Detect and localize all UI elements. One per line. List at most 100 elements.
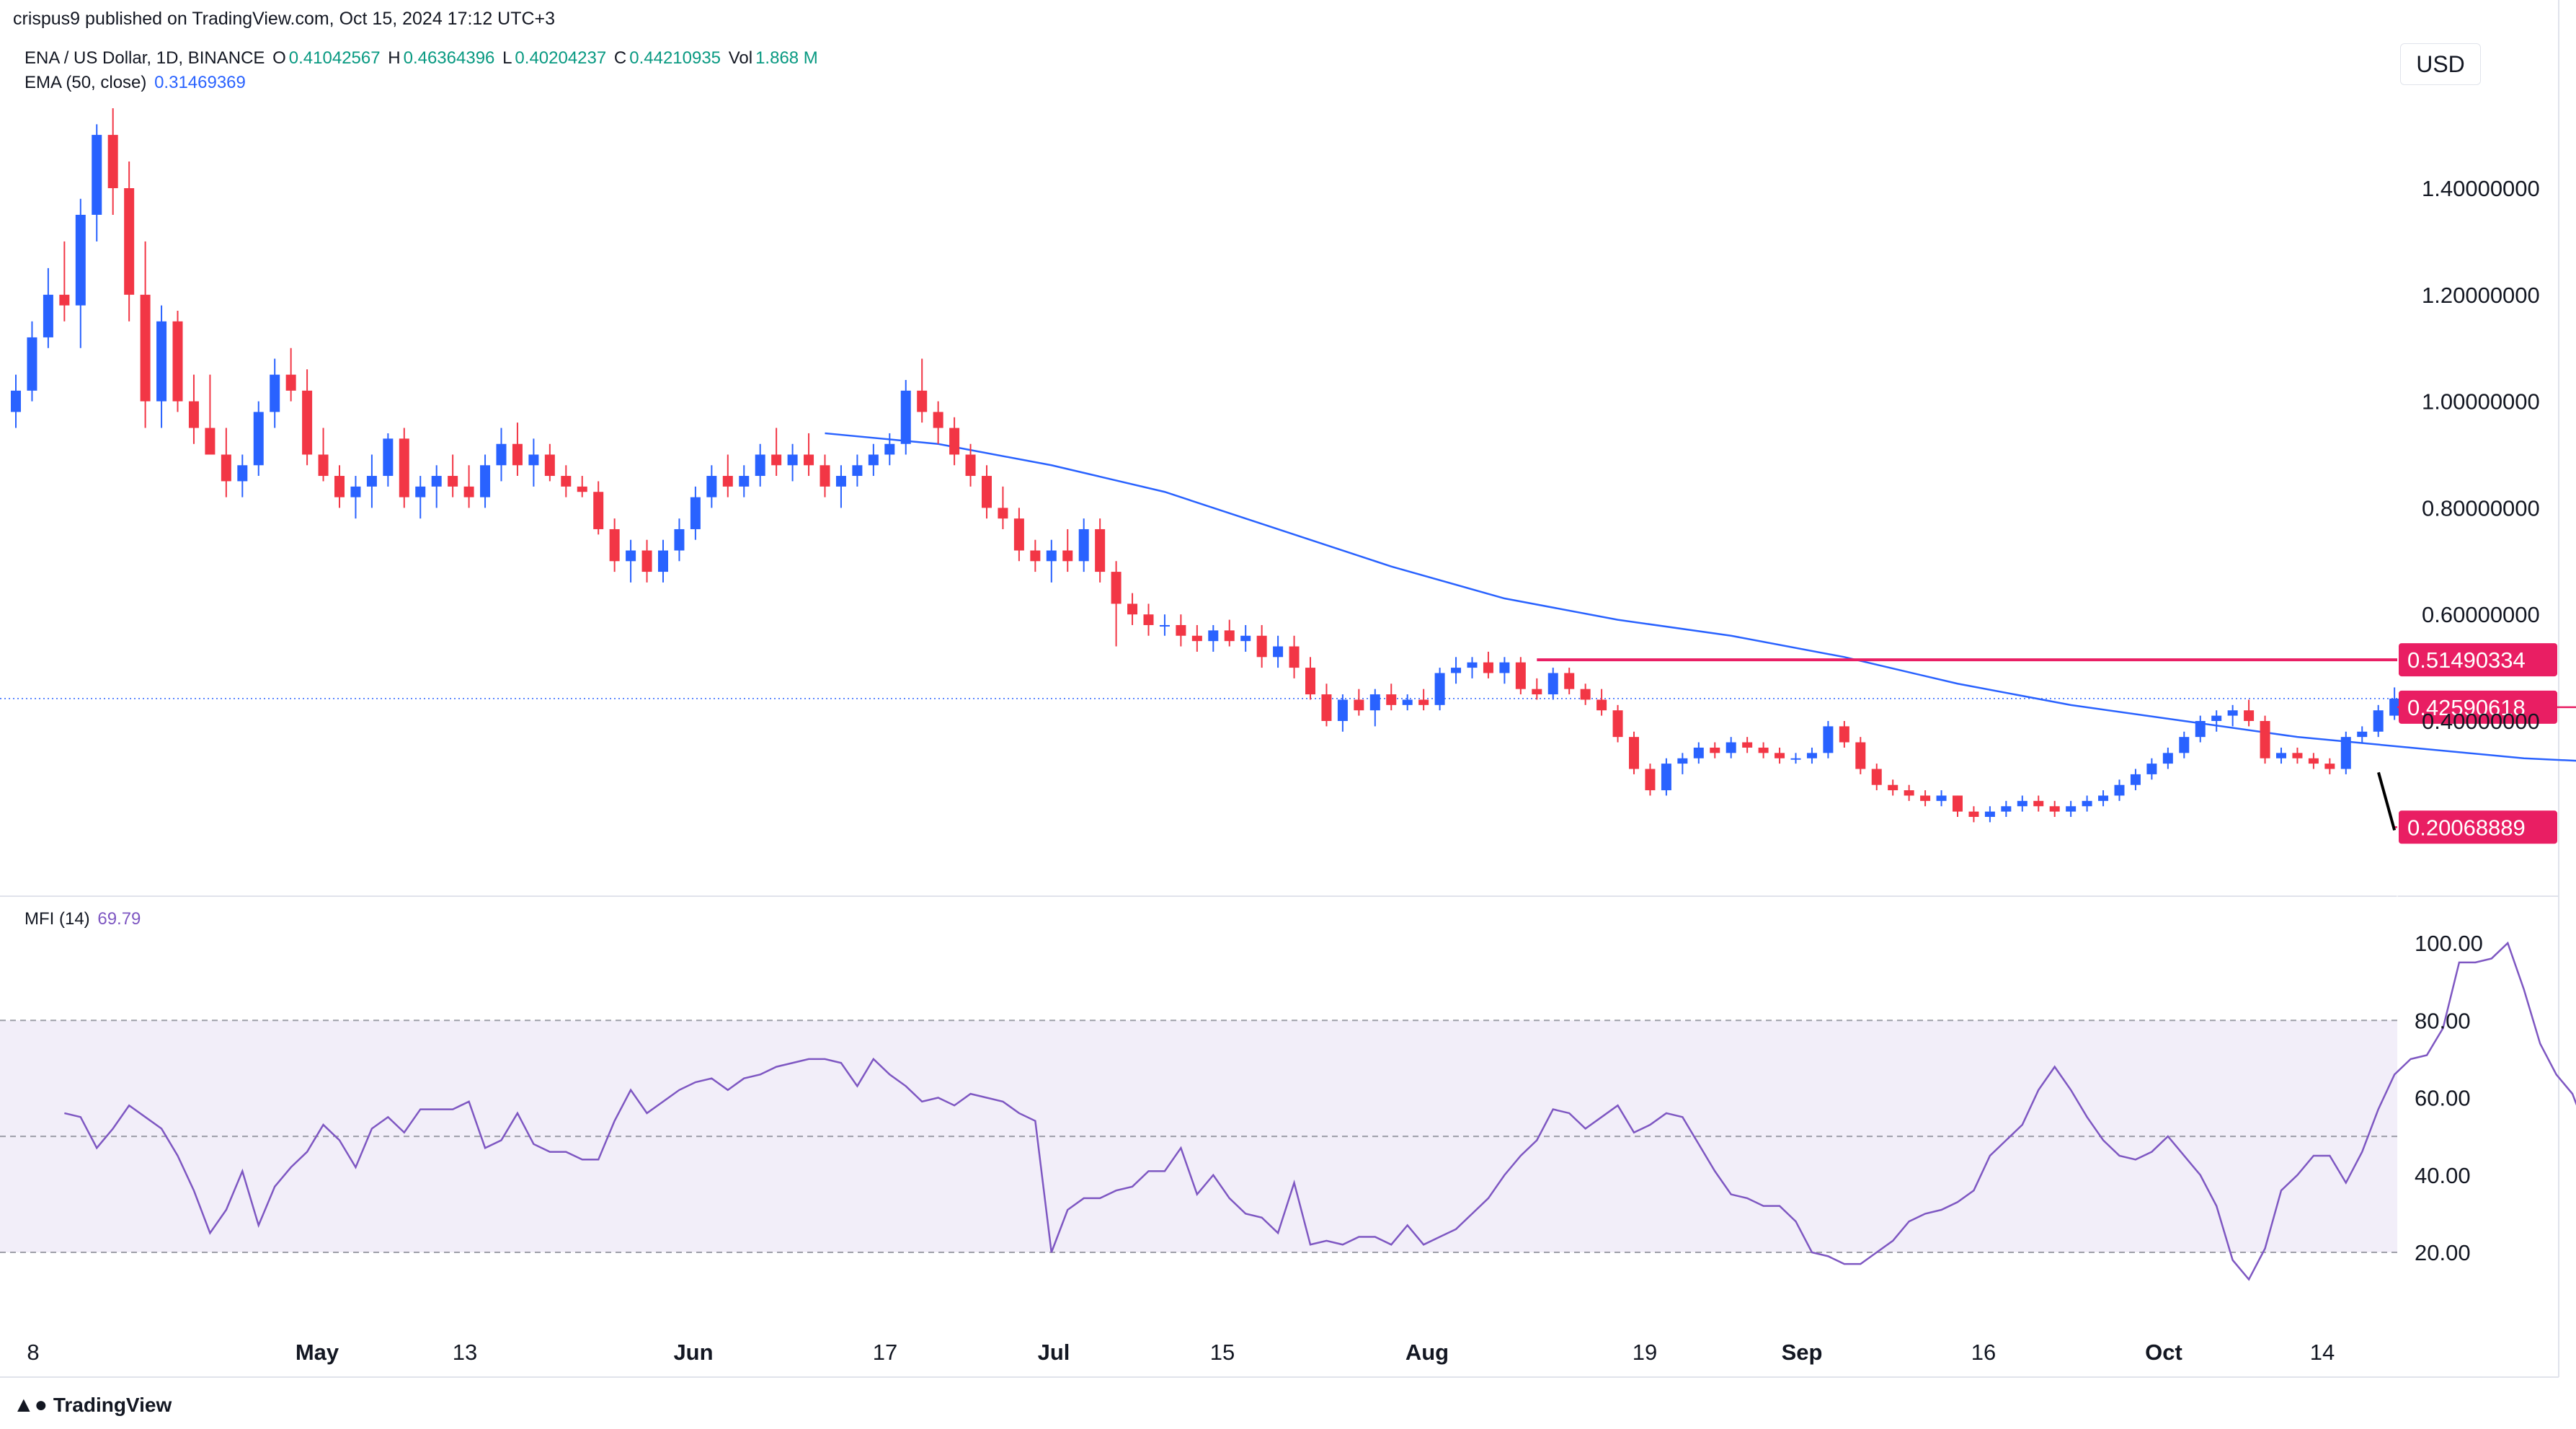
candle-down[interactable] <box>998 508 1008 519</box>
candle-up[interactable] <box>2211 715 2222 721</box>
candle-up[interactable] <box>1467 662 1478 668</box>
candle-up[interactable] <box>1984 811 1995 818</box>
candle-down[interactable] <box>1871 769 1882 785</box>
candle-up[interactable] <box>92 135 102 215</box>
candle-down[interactable] <box>561 476 572 487</box>
candle-down[interactable] <box>2244 710 2255 721</box>
candle-up[interactable] <box>852 465 863 477</box>
candle-up[interactable] <box>528 454 539 466</box>
candle-up[interactable] <box>383 438 394 477</box>
candle-down[interactable] <box>1855 742 1866 769</box>
candle-up[interactable] <box>1208 630 1219 642</box>
trendline[interactable] <box>2377 771 2397 831</box>
candle-up[interactable] <box>1402 699 1413 705</box>
candle-up[interactable] <box>2227 710 2238 716</box>
candle-up[interactable] <box>626 550 636 562</box>
candle-down[interactable] <box>1629 737 1639 769</box>
candle-up[interactable] <box>496 443 507 466</box>
candle-down[interactable] <box>107 135 118 188</box>
candle-up[interactable] <box>1046 550 1057 562</box>
candle-down[interactable] <box>641 550 652 572</box>
candle-up[interactable] <box>2340 737 2351 769</box>
candle-up[interactable] <box>1936 795 1947 801</box>
candle-up[interactable] <box>1078 528 1089 562</box>
mfi-label[interactable]: MFI (14) <box>25 909 90 929</box>
candle-up[interactable] <box>1547 673 1558 695</box>
candle-up[interactable] <box>350 486 361 497</box>
candle-down[interactable] <box>1904 790 1914 796</box>
candle-down[interactable] <box>1710 747 1720 753</box>
candle-down[interactable] <box>1386 694 1397 705</box>
candle-up[interactable] <box>1240 635 1251 642</box>
candle-down[interactable] <box>512 443 523 466</box>
candle-up[interactable] <box>156 321 167 402</box>
candle-down[interactable] <box>722 476 733 487</box>
candle-up[interactable] <box>43 294 53 337</box>
candle-down[interactable] <box>609 528 620 562</box>
candle-down[interactable] <box>1127 603 1138 615</box>
candle-down[interactable] <box>1515 662 1526 689</box>
candle-down[interactable] <box>399 438 409 497</box>
footer-brand[interactable]: ▲● TradingView <box>13 1393 172 1417</box>
candle-down[interactable] <box>1013 518 1024 551</box>
candle-up[interactable] <box>11 390 21 412</box>
candle-up[interactable] <box>2001 806 2012 812</box>
candle-down[interactable] <box>771 454 782 466</box>
candle-down[interactable] <box>1354 699 1364 711</box>
candle-down[interactable] <box>820 465 830 487</box>
candle-up[interactable] <box>658 550 668 572</box>
candle-down[interactable] <box>1839 726 1849 743</box>
candle-up[interactable] <box>1451 668 1462 673</box>
candle-up[interactable] <box>270 374 280 412</box>
candle-down[interactable] <box>1256 635 1267 658</box>
candle-up[interactable] <box>2195 721 2206 738</box>
candle-up[interactable] <box>1159 624 1170 627</box>
price-label-badge[interactable]: 0.51490334 <box>2399 643 2557 677</box>
candle-down[interactable] <box>1953 795 1963 812</box>
candle-up[interactable] <box>431 476 442 487</box>
candle-up[interactable] <box>1790 758 1801 760</box>
candle-down[interactable] <box>1920 795 1931 801</box>
candle-up[interactable] <box>480 465 491 497</box>
candle-down[interactable] <box>1532 689 1542 695</box>
candle-down[interactable] <box>1612 710 1623 738</box>
candle-up[interactable] <box>2357 731 2368 738</box>
candle-up[interactable] <box>1726 742 1736 753</box>
candle-up[interactable] <box>835 476 846 487</box>
candle-down[interactable] <box>2292 753 2303 758</box>
candle-down[interactable] <box>2308 758 2319 764</box>
currency-button[interactable]: USD <box>2400 43 2481 85</box>
candle-up[interactable] <box>27 337 37 391</box>
candle-up[interactable] <box>2373 710 2384 732</box>
mfi-line[interactable] <box>64 941 2576 1281</box>
candle-down[interactable] <box>1191 635 1202 642</box>
candle-down[interactable] <box>1968 811 1979 818</box>
candle-up[interactable] <box>1434 673 1445 705</box>
candle-up[interactable] <box>1273 646 1284 658</box>
candle-up[interactable] <box>2066 806 2077 812</box>
candle-up[interactable] <box>1369 694 1380 711</box>
candle-up[interactable] <box>2082 800 2092 807</box>
candle-down[interactable] <box>1224 630 1235 642</box>
candle-down[interactable] <box>982 476 992 508</box>
candle-down[interactable] <box>334 476 345 497</box>
candle-up[interactable] <box>75 214 86 306</box>
candle-down[interactable] <box>804 454 814 466</box>
candle-down[interactable] <box>949 428 960 455</box>
candle-down[interactable] <box>205 428 216 455</box>
candle-down[interactable] <box>1289 646 1300 668</box>
candle-down[interactable] <box>577 486 587 492</box>
candle-down[interactable] <box>1143 614 1154 625</box>
ema-label[interactable]: EMA (50, close) <box>25 73 147 92</box>
candle-down[interactable] <box>1645 769 1656 791</box>
candle-up[interactable] <box>1677 758 1688 764</box>
candle-up[interactable] <box>868 454 879 466</box>
candle-up[interactable] <box>2162 753 2173 764</box>
candle-up[interactable] <box>1806 753 1817 758</box>
candle-up[interactable] <box>1661 764 1671 791</box>
candle-down[interactable] <box>1095 528 1106 572</box>
candle-down[interactable] <box>2033 800 2044 807</box>
candle-up[interactable] <box>755 454 765 477</box>
candle-down[interactable] <box>285 374 296 391</box>
